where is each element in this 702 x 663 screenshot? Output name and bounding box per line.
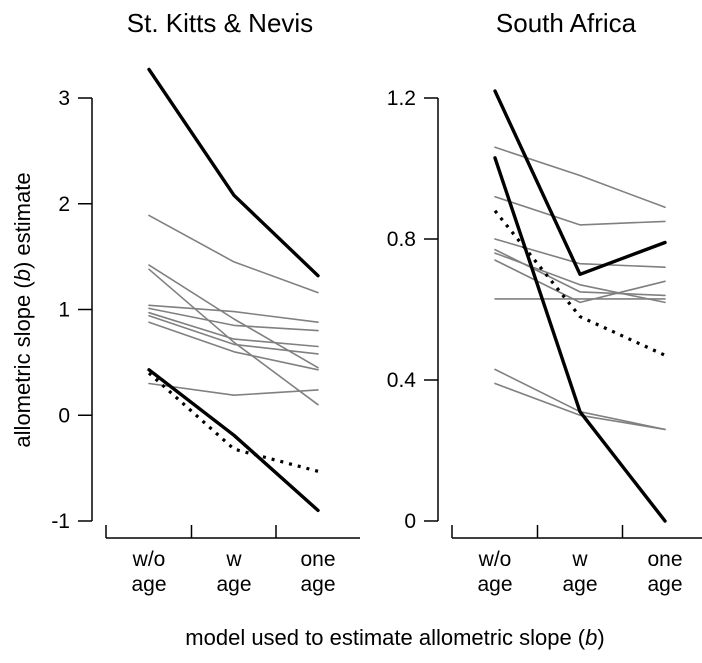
series-line-bold: [147, 67, 320, 278]
x-tick-label: age: [131, 573, 166, 596]
panel-title: South Africa: [496, 8, 637, 38]
y-axis: -1 0 1 2 3: [51, 87, 93, 533]
x-tick-label: age: [477, 573, 512, 596]
series-line-bold: [493, 89, 667, 276]
series-line-thin: [148, 382, 319, 397]
y-tick-label: 0.8: [387, 228, 416, 251]
y-tick-label: 1: [58, 299, 70, 322]
series-line-thin: [148, 314, 319, 355]
series-line-thin: [148, 311, 319, 348]
series-line-thin: [494, 146, 666, 209]
y-axis-title-part: allometric slope (: [10, 281, 35, 448]
x-tick-label: age: [300, 573, 335, 596]
y-tick-label: 2: [58, 193, 70, 216]
x-tick-label: age: [647, 573, 682, 596]
series-line-thin: [148, 214, 319, 294]
series-line-bold: [493, 156, 667, 523]
x-tick-label: one: [300, 548, 335, 571]
y-axis: 0 0.4 0.8 1.2: [387, 87, 439, 533]
y-axis-title-part: ) estimate: [10, 172, 35, 269]
y-tick-label: 0.4: [387, 369, 417, 392]
series-line-thin: [148, 304, 319, 324]
x-axis-title: model used to estimate allometric slope …: [185, 625, 604, 650]
y-tick-label: 0: [58, 404, 70, 427]
x-axis-title-italic: b: [585, 625, 597, 650]
x-tick-label: w/o: [478, 548, 512, 571]
y-tick-label: -1: [51, 510, 70, 533]
x-tick-label: w: [571, 548, 588, 571]
x-axis-title-part: model used to estimate allometric slope …: [185, 625, 586, 650]
series-line-thin: [494, 195, 666, 226]
y-axis-title: allometric slope (b) estimate: [10, 172, 35, 447]
x-tick-label: age: [562, 573, 597, 596]
x-tick-label: one: [647, 548, 682, 571]
series-line-thin: [148, 268, 319, 406]
series-line-thin: [494, 368, 666, 431]
y-tick-label: 3: [58, 87, 70, 110]
x-axis-title-part: ): [597, 625, 604, 650]
series-line-bold: [147, 368, 320, 513]
y-tick-label: 0: [404, 510, 416, 533]
series-layer: [493, 89, 667, 523]
series-line-thin: [494, 252, 666, 304]
x-tick-label: w: [225, 548, 242, 571]
panel-title: St. Kitts & Nevis: [127, 8, 313, 38]
series-line-thin: [148, 307, 319, 332]
series-line-dotted: [147, 371, 319, 473]
y-axis-title-italic: b: [10, 269, 35, 281]
series-line-thin: [494, 382, 666, 431]
x-tick-label: w/o: [132, 548, 166, 571]
series-line-thin: [148, 321, 319, 371]
y-tick-label: 1.2: [387, 87, 416, 110]
x-tick-label: age: [216, 573, 251, 596]
series-layer: [147, 67, 320, 513]
series-line-thin: [494, 259, 666, 304]
